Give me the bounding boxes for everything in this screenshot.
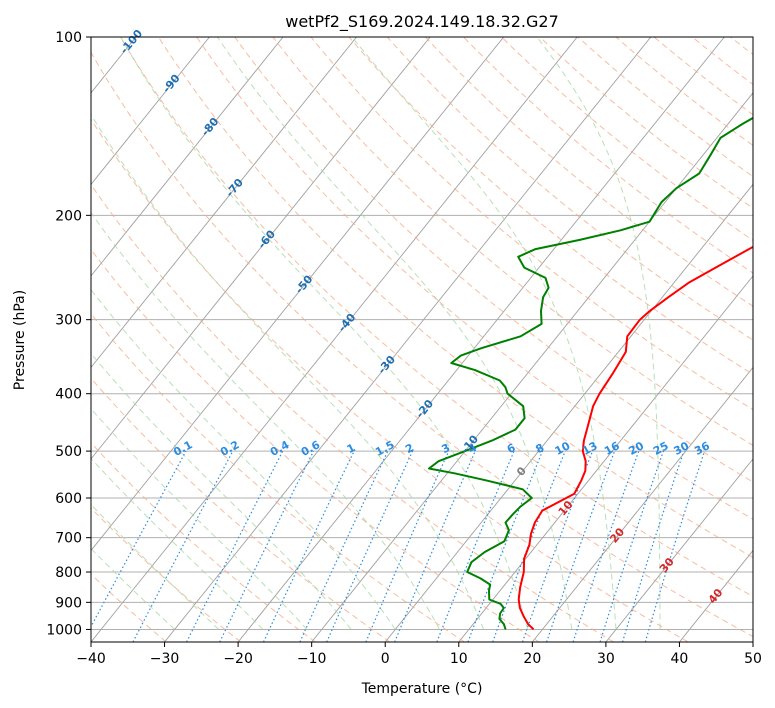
mixing-ratio-line	[644, 450, 706, 642]
isotherm	[91, 37, 505, 552]
isotherm	[91, 37, 431, 460]
dry-adiabat	[310, 37, 753, 411]
isotherm	[91, 37, 210, 186]
dry-adiabat	[348, 37, 753, 376]
isotherm	[384, 183, 753, 642]
x-tick-label: 10	[450, 651, 468, 667]
mixing-ratio-label: 25	[651, 439, 671, 458]
isotherm	[91, 37, 578, 642]
mixing-ratio-line	[572, 450, 640, 642]
dry-adiabat	[91, 118, 689, 642]
y-tick-label: 100	[55, 30, 82, 46]
x-axis: −40 −30 −20 −10 0 10 20 30 40 50	[76, 642, 762, 667]
mixing-ratio-line	[186, 450, 284, 642]
moist-adiabat	[91, 113, 485, 630]
dry-adiabat	[91, 377, 391, 642]
moist-adiabat	[536, 37, 661, 630]
dry-adiabat	[91, 312, 465, 642]
moist-adiabat	[91, 288, 396, 630]
x-tick-label: 20	[523, 651, 541, 667]
x-tick-label: 30	[597, 651, 615, 667]
mixing-ratio-line	[91, 450, 187, 628]
mixing-ratio-line	[394, 450, 476, 642]
background-lines	[91, 37, 753, 642]
chart-title: wetPf2_S169.2024.149.18.32.G27	[285, 12, 559, 32]
dry-adiabat	[91, 183, 614, 642]
y-tick-label: 900	[55, 595, 82, 611]
mixing-ratio-label: 13	[580, 439, 600, 458]
x-tick-label: −40	[76, 651, 106, 667]
mixing-ratio-label: 16	[602, 439, 622, 458]
x-axis-label: Temperature (°C)	[361, 681, 483, 697]
isotherm	[531, 366, 753, 642]
isotherm	[605, 458, 753, 642]
mixing-ratio-label: 36	[692, 439, 712, 458]
dewpoint-profile	[428, 116, 753, 630]
moist-adiabat	[91, 503, 220, 630]
y-tick-label: 700	[55, 531, 82, 547]
mixing-ratio-label: 10	[553, 439, 573, 458]
y-axis: 1000 900 800 700 600 500 400 300 200 100	[46, 30, 91, 638]
isotherm	[311, 92, 753, 642]
x-tick-label: −10	[297, 651, 327, 667]
dry-adiabat	[91, 51, 753, 638]
mixing-ratio-line	[365, 450, 450, 642]
moist-adiabat	[91, 547, 175, 630]
mixing-ratio-line	[492, 450, 566, 642]
series-layer	[428, 116, 753, 631]
isotherm	[91, 37, 357, 369]
y-tick-label: 1000	[46, 622, 82, 638]
x-tick-label: −20	[223, 651, 253, 667]
plot-frame	[90, 36, 754, 643]
mixing-ratio-line	[599, 450, 664, 642]
mixing-ratio-label: 20	[626, 439, 646, 458]
x-tick-label: 50	[744, 651, 762, 667]
x-tick-label: 40	[671, 651, 689, 667]
x-tick-label: 0	[381, 651, 390, 667]
mixing-ratio-line	[546, 450, 616, 642]
mixing-ratio-line	[467, 450, 544, 642]
y-tick-label: 800	[55, 565, 82, 581]
y-tick-label: 300	[55, 313, 82, 329]
dry-adiabat	[425, 37, 753, 307]
moist-adiabat	[91, 211, 440, 630]
y-tick-label: 500	[55, 444, 82, 460]
mixing-ratio-line	[219, 450, 315, 642]
y-axis-label: Pressure (hPa)	[12, 290, 28, 390]
mixing-ratio-line	[326, 450, 414, 642]
mixing-ratio-label: 30	[672, 439, 692, 458]
y-tick-label: 200	[55, 208, 82, 224]
x-tick-label: −30	[150, 651, 180, 667]
y-tick-label: 600	[55, 491, 82, 507]
dry-adiabat	[91, 573, 167, 642]
mixing-ratio-line	[436, 450, 515, 642]
temperature-profile	[517, 245, 753, 631]
mixing-ratio-line	[622, 450, 685, 642]
moist-adiabat	[91, 352, 352, 630]
isotherm	[164, 37, 652, 642]
isotherm	[91, 37, 284, 277]
isotherm	[237, 37, 725, 642]
y-tick-label: 400	[55, 387, 82, 403]
isotherm	[458, 275, 753, 642]
moist-adiabat	[351, 37, 617, 630]
dry-adiabat	[386, 37, 753, 341]
mixing-ratio-line	[521, 450, 594, 642]
